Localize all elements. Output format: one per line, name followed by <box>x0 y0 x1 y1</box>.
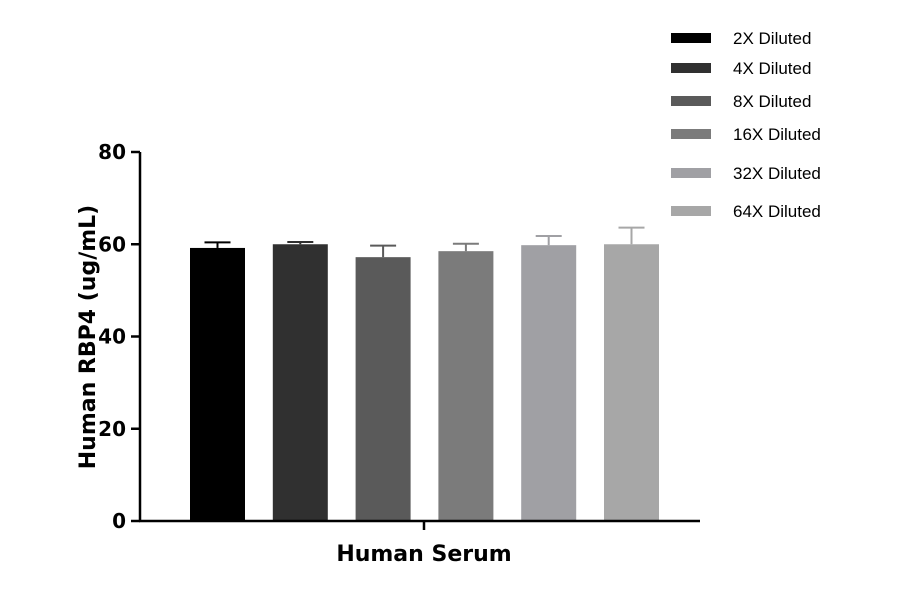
error-bars-layer <box>204 226 645 258</box>
legend-swatch <box>671 168 711 178</box>
legend-label: 2X Diluted <box>733 29 811 48</box>
y-tick-label: 20 <box>98 417 126 441</box>
legend-swatch <box>671 129 711 139</box>
bar-8x-diluted <box>355 257 411 521</box>
bar-64x-diluted <box>604 244 659 521</box>
y-ticks-layer: 0 20 40 60 80 <box>98 140 140 533</box>
y-tick-label: 0 <box>112 509 126 533</box>
x-axis-label: Human Serum <box>336 542 511 567</box>
bar-4x-diluted <box>272 244 328 521</box>
y-tick-label: 60 <box>98 232 126 256</box>
legend-swatch <box>671 206 711 216</box>
y-axis-label: Human RBP4 (ug/mL) <box>76 205 101 469</box>
legend: 2X Diluted 4X Diluted 8X Diluted 16X Dilute… <box>671 29 821 221</box>
bar-16x-diluted <box>438 251 494 521</box>
legend-swatch <box>671 96 711 106</box>
legend-label: 8X Diluted <box>733 92 811 111</box>
bars-layer <box>190 244 659 522</box>
legend-label: 4X Diluted <box>733 59 811 78</box>
legend-label: 32X Diluted <box>733 164 821 183</box>
legend-label: 16X Diluted <box>733 125 821 144</box>
legend-label: 64X Diluted <box>733 202 821 221</box>
legend-swatch <box>671 33 711 43</box>
bar-2x-diluted <box>190 247 245 521</box>
y-tick-label: 80 <box>98 140 126 164</box>
legend-swatch <box>671 63 711 73</box>
y-tick-label: 40 <box>98 325 126 349</box>
bar-32x-diluted <box>521 245 577 522</box>
